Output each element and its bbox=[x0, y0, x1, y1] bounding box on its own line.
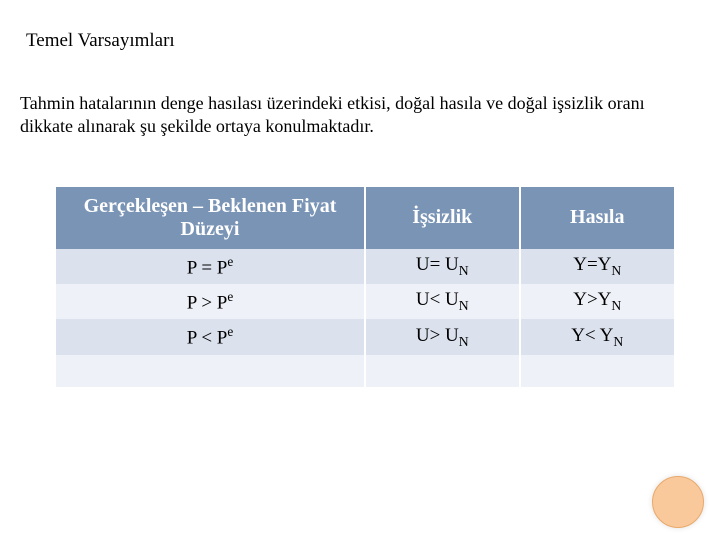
cell-text: P > P bbox=[187, 292, 228, 313]
table-row: P < Pe U> UN Y< YN bbox=[56, 319, 674, 354]
cell-sup: e bbox=[227, 289, 233, 304]
cell-sub: N bbox=[459, 298, 469, 313]
cell-text: Y>Y bbox=[573, 289, 611, 310]
cell-text: U> U bbox=[416, 325, 459, 346]
cell-output: Y=YN bbox=[520, 249, 675, 284]
cell-sub: N bbox=[611, 263, 621, 278]
cell-sup: e bbox=[227, 324, 233, 339]
cell-sub: N bbox=[459, 263, 469, 278]
assumptions-table: Gerçekleşen – Beklenen Fiyat Düzeyi İşsi… bbox=[56, 187, 674, 387]
slide-description: Tahmin hatalarının denge hasılası üzerin… bbox=[0, 52, 720, 139]
cell-text: P < P bbox=[187, 328, 228, 349]
table-row: P > Pe U< UN Y>YN bbox=[56, 284, 674, 319]
cell-empty bbox=[520, 355, 675, 387]
cell-sub: N bbox=[459, 334, 469, 349]
table-row-empty bbox=[56, 355, 674, 387]
cell-unemployment: U> UN bbox=[365, 319, 520, 354]
cell-price-level: P < Pe bbox=[56, 319, 365, 354]
cell-text: Y< Y bbox=[571, 325, 613, 346]
cell-unemployment: U< UN bbox=[365, 284, 520, 319]
cell-sub: N bbox=[611, 298, 621, 313]
decorative-circle-icon bbox=[652, 476, 704, 528]
cell-text: U= U bbox=[416, 254, 459, 275]
cell-output: Y< YN bbox=[520, 319, 675, 354]
header-output: Hasıla bbox=[520, 187, 675, 249]
cell-sub: N bbox=[613, 334, 623, 349]
cell-empty bbox=[56, 355, 365, 387]
cell-output: Y>YN bbox=[520, 284, 675, 319]
cell-text: Y=Y bbox=[573, 254, 611, 275]
table-row: P = Pe U= UN Y=YN bbox=[56, 249, 674, 284]
table-header-row: Gerçekleşen – Beklenen Fiyat Düzeyi İşsi… bbox=[56, 187, 674, 249]
cell-unemployment: U= UN bbox=[365, 249, 520, 284]
header-price-level-line1: Gerçekleşen – Beklenen Fiyat bbox=[84, 195, 337, 217]
cell-sup: e bbox=[227, 254, 233, 269]
cell-price-level: P = Pe bbox=[56, 249, 365, 284]
cell-text: U< U bbox=[416, 289, 459, 310]
cell-text: P = P bbox=[187, 257, 228, 278]
cell-empty bbox=[365, 355, 520, 387]
header-unemployment: İşsizlik bbox=[365, 187, 520, 249]
cell-price-level: P > Pe bbox=[56, 284, 365, 319]
table-container: Gerçekleşen – Beklenen Fiyat Düzeyi İşsi… bbox=[0, 139, 720, 387]
slide-title: Temel Varsayımları bbox=[0, 0, 720, 52]
header-price-level-line2: Düzeyi bbox=[181, 218, 240, 240]
header-price-level: Gerçekleşen – Beklenen Fiyat Düzeyi bbox=[56, 187, 365, 249]
